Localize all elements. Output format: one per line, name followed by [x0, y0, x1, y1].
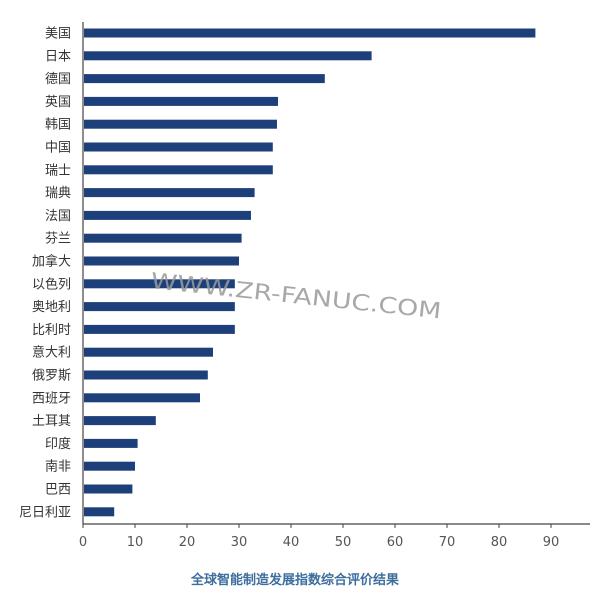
bar	[84, 347, 213, 357]
x-tick-label: 60	[387, 535, 404, 550]
bars-group	[84, 28, 536, 517]
bar	[84, 96, 278, 106]
bar	[84, 484, 133, 494]
x-tick-label: 0	[79, 535, 87, 550]
category-label: 法国	[45, 209, 71, 224]
category-label: 瑞典	[45, 186, 71, 201]
bar	[84, 51, 372, 61]
category-label: 比利时	[32, 323, 71, 338]
bar	[84, 119, 277, 129]
bar	[84, 233, 242, 243]
category-label: 土耳其	[32, 414, 71, 429]
category-label: 尼日利亚	[19, 505, 71, 520]
category-label: 英国	[45, 95, 71, 110]
category-label: 日本	[45, 49, 71, 64]
x-tick-label: 10	[127, 535, 144, 550]
category-label: 加拿大	[32, 254, 71, 270]
category-label: 中国	[45, 141, 71, 156]
bar	[84, 165, 273, 175]
bar	[84, 438, 138, 448]
bar	[84, 188, 255, 198]
x-tick-label: 30	[231, 535, 248, 550]
watermark-text: WWW.ZR-FANUC.COM	[149, 269, 442, 324]
bar	[84, 74, 325, 84]
x-tick-label: 70	[439, 535, 456, 550]
bar	[84, 142, 273, 152]
bar	[84, 279, 235, 289]
x-tick-label: 90	[543, 535, 560, 550]
x-tick-label: 20	[179, 535, 196, 550]
category-label: 印度	[45, 436, 71, 452]
bar	[84, 210, 251, 220]
category-labels: 美国日本德国英国韩国中国瑞士瑞典法国芬兰加拿大以色列奥地利比利时意大利俄罗斯西班…	[19, 27, 71, 521]
x-tick-label: 50	[335, 535, 352, 550]
category-label: 以色列	[32, 276, 71, 292]
category-label: 芬兰	[45, 232, 71, 247]
category-label: 奥地利	[32, 300, 71, 315]
bar	[84, 393, 200, 403]
category-label: 俄罗斯	[32, 369, 71, 384]
bar	[84, 28, 536, 38]
bar	[84, 370, 208, 380]
x-axis-ticks: 0 10 20 30 40 50 60 70 80 90	[79, 524, 559, 550]
category-label: 德国	[45, 72, 71, 87]
category-label: 巴西	[45, 483, 71, 498]
category-label: 南非	[45, 459, 71, 475]
bar	[84, 507, 115, 517]
bar	[84, 302, 235, 312]
bar	[84, 324, 235, 334]
x-tick-label: 40	[283, 535, 300, 550]
bar	[84, 461, 135, 471]
category-label: 意大利	[32, 345, 71, 361]
category-label: 西班牙	[32, 391, 71, 406]
category-label: 美国	[45, 27, 71, 42]
category-label: 韩国	[45, 118, 71, 133]
bar	[84, 256, 239, 266]
category-label: 瑞士	[45, 163, 71, 178]
chart-caption: 全球智能制造发展指数综合评价结果	[190, 572, 399, 588]
x-tick-label: 80	[491, 535, 508, 550]
bar	[84, 416, 156, 426]
